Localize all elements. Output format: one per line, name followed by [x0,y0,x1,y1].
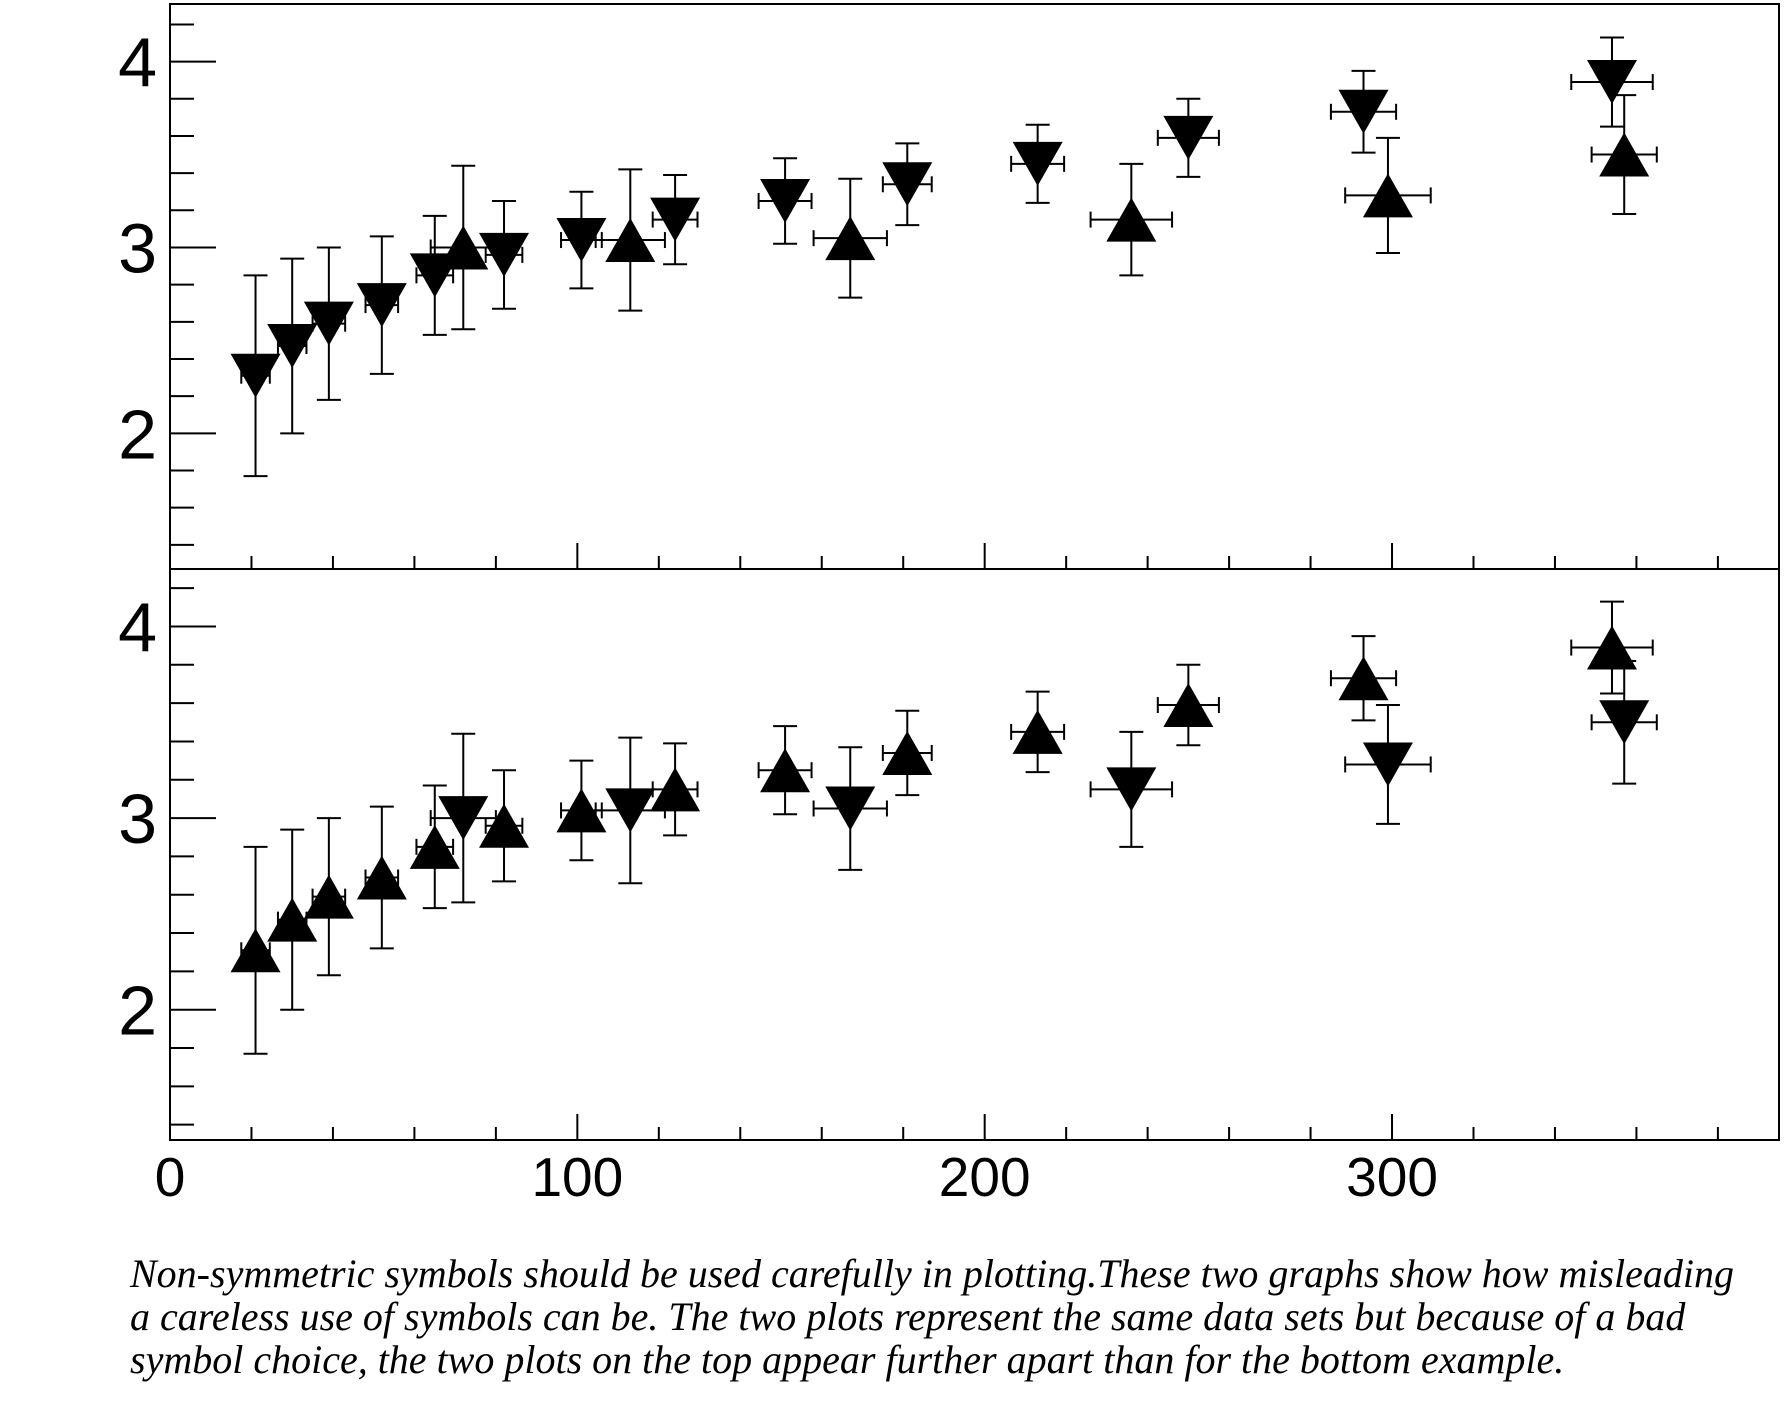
series-2 [429,94,1658,331]
marker-triangle-down [825,786,876,831]
marker-triangle-up [556,788,607,833]
marker-triangle-up [760,748,811,793]
marker-triangle-down [267,323,318,368]
marker-triangle-up [303,874,354,919]
marker-triangle-up [1338,656,1389,701]
marker-triangle-up [438,225,489,270]
marker-triangle-down [882,162,933,207]
x-tick-label: 100 [531,1146,623,1208]
marker-triangle-up [1106,197,1157,242]
marker-triangle-down [1338,89,1389,134]
y-tick-label: 2 [118,395,157,473]
marker-triangle-up [267,897,318,942]
marker-triangle-down [1586,60,1637,105]
series-2 [429,659,1658,904]
marker-triangle-down [1163,115,1214,160]
caption-line-2: a careless use of symbols can be. The tw… [130,1294,1686,1339]
caption-line-1: Non-symmetric symbols should be used car… [130,1251,1735,1296]
caption-line-3: symbol choice, the two plots on the top … [130,1337,1565,1382]
marker-triangle-down [556,218,607,263]
y-tick-label: 3 [118,780,157,858]
y-tick-label: 4 [118,24,157,102]
top-plot: 2 3 4 [118,3,1780,570]
marker-triangle-up [1012,709,1063,754]
bottom-plot: 0 100 200 300 2 3 4 [118,568,1780,1208]
marker-triangle-down [438,796,489,841]
marker-triangle-up [356,855,407,900]
marker-triangle-down [650,197,701,242]
series-1 [230,36,1654,478]
marker-triangle-up [409,824,460,869]
marker-triangle-up [882,730,933,775]
marker-triangle-up [479,803,530,848]
marker-triangle-down [1362,742,1413,787]
marker-triangle-up [650,767,701,812]
marker-triangle-down [605,788,656,833]
marker-triangle-up [1362,173,1413,218]
marker-triangle-down [1012,141,1063,186]
x-tick-label: 200 [939,1146,1031,1208]
marker-triangle-down [760,179,811,224]
marker-triangle-up [230,928,281,973]
y-tick-label: 3 [118,209,157,287]
series-1 [230,600,1654,1055]
marker-triangle-down [303,301,354,346]
y-tick-label: 2 [118,972,157,1050]
marker-triangle-down [1599,700,1650,745]
marker-triangle-down [479,232,530,277]
x-tick-label: 300 [1346,1146,1438,1208]
marker-triangle-up [605,218,656,263]
marker-triangle-down [1106,767,1157,812]
x-tick-label: 0 [155,1146,186,1208]
marker-triangle-up [1599,132,1650,177]
marker-triangle-up [825,216,876,261]
marker-triangle-down [356,283,407,328]
plot-frame [169,568,1780,1141]
marker-triangle-up [1163,683,1214,728]
figure-caption: Non-symmetric symbols should be used car… [130,1252,1734,1381]
y-tick-label: 4 [118,588,157,666]
marker-triangle-up [1586,625,1637,670]
marker-triangle-down [230,353,281,398]
plot-frame [169,3,1780,570]
